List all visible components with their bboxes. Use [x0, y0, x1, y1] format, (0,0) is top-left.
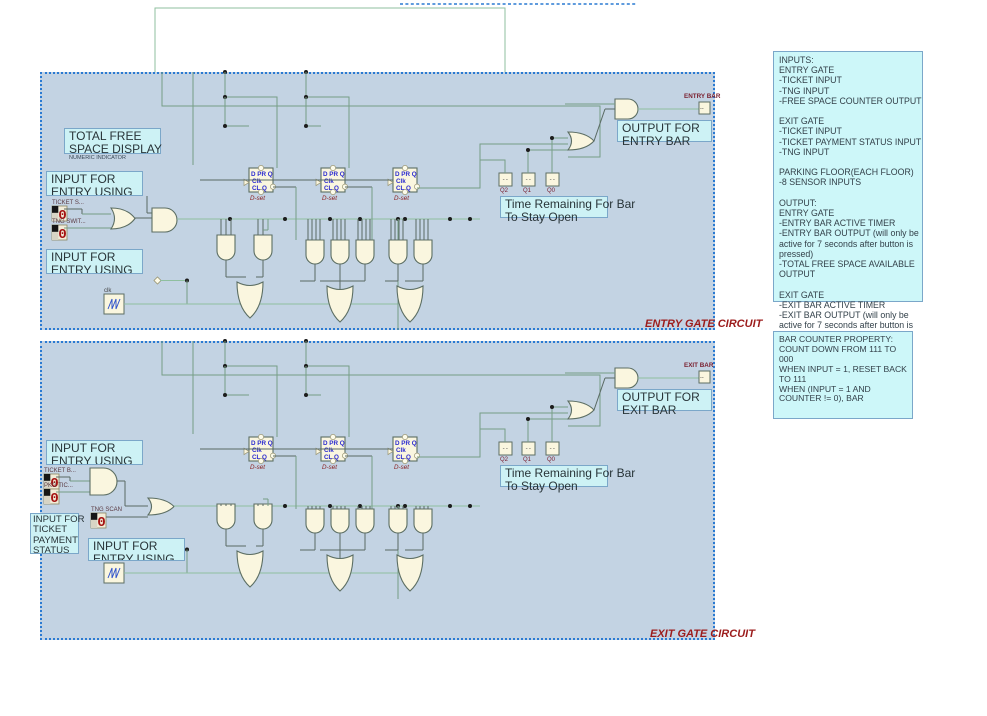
svg-text:Q0: Q0: [547, 457, 556, 463]
svg-text:D-set: D-set: [250, 195, 265, 202]
svg-text:D-set: D-set: [322, 195, 337, 202]
svg-text:--: --: [700, 375, 704, 381]
svg-text:Clk: Clk: [324, 447, 334, 454]
svg-text:Clk: Clk: [252, 447, 262, 454]
svg-text:D-set: D-set: [394, 464, 409, 471]
svg-text:0: 0: [50, 491, 59, 507]
svg-text:CL Q: CL Q: [252, 454, 267, 461]
svg-text:Q2: Q2: [500, 457, 509, 463]
svg-text:Q1: Q1: [523, 457, 532, 463]
svg-text:--: --: [549, 445, 556, 452]
svg-text:CL Q: CL Q: [396, 185, 411, 192]
svg-text:TICKET B...: TICKET B...: [44, 468, 76, 474]
svg-text:Q2: Q2: [500, 188, 509, 194]
svg-text:D PR Q: D PR Q: [251, 171, 273, 178]
svg-text:CL Q: CL Q: [396, 454, 411, 461]
svg-text:CL Q: CL Q: [252, 185, 267, 192]
svg-text:CL Q: CL Q: [324, 454, 339, 461]
svg-text:Clk: Clk: [396, 178, 406, 185]
svg-text:Q0: Q0: [547, 188, 556, 194]
svg-text:D PR Q: D PR Q: [395, 440, 417, 447]
svg-text:--: --: [525, 445, 532, 452]
svg-text:--: --: [525, 176, 532, 183]
svg-text:Clk: Clk: [252, 178, 262, 185]
svg-text:D-set: D-set: [322, 464, 337, 471]
svg-text:D-set: D-set: [250, 464, 265, 471]
svg-text:--: --: [700, 106, 704, 112]
svg-text:Clk: Clk: [396, 447, 406, 454]
svg-text:D PR Q: D PR Q: [323, 171, 345, 178]
svg-text:clk: clk: [104, 288, 112, 294]
svg-text:EXIT BAR: EXIT BAR: [684, 362, 714, 369]
svg-text:D PR Q: D PR Q: [395, 171, 417, 178]
svg-text:D PR Q: D PR Q: [251, 440, 273, 447]
svg-text:0: 0: [97, 515, 106, 531]
svg-text:TNG SWIT...: TNG SWIT...: [52, 219, 86, 225]
svg-text:TICKET S...: TICKET S...: [52, 200, 84, 206]
svg-text:PKG TIC...: PKG TIC...: [44, 483, 73, 489]
svg-text:--: --: [502, 445, 509, 452]
svg-text:D PR Q: D PR Q: [323, 440, 345, 447]
svg-text:D-set: D-set: [394, 195, 409, 202]
svg-text:TNG SCAN: TNG SCAN: [91, 507, 122, 513]
svg-text:--: --: [502, 176, 509, 183]
svg-text:Clk: Clk: [324, 178, 334, 185]
svg-text:CL Q: CL Q: [324, 185, 339, 192]
svg-text:--: --: [549, 176, 556, 183]
svg-text:0: 0: [58, 227, 67, 243]
svg-text:ENTRY BAR: ENTRY BAR: [684, 93, 721, 100]
svg-text:Q1: Q1: [523, 188, 532, 194]
